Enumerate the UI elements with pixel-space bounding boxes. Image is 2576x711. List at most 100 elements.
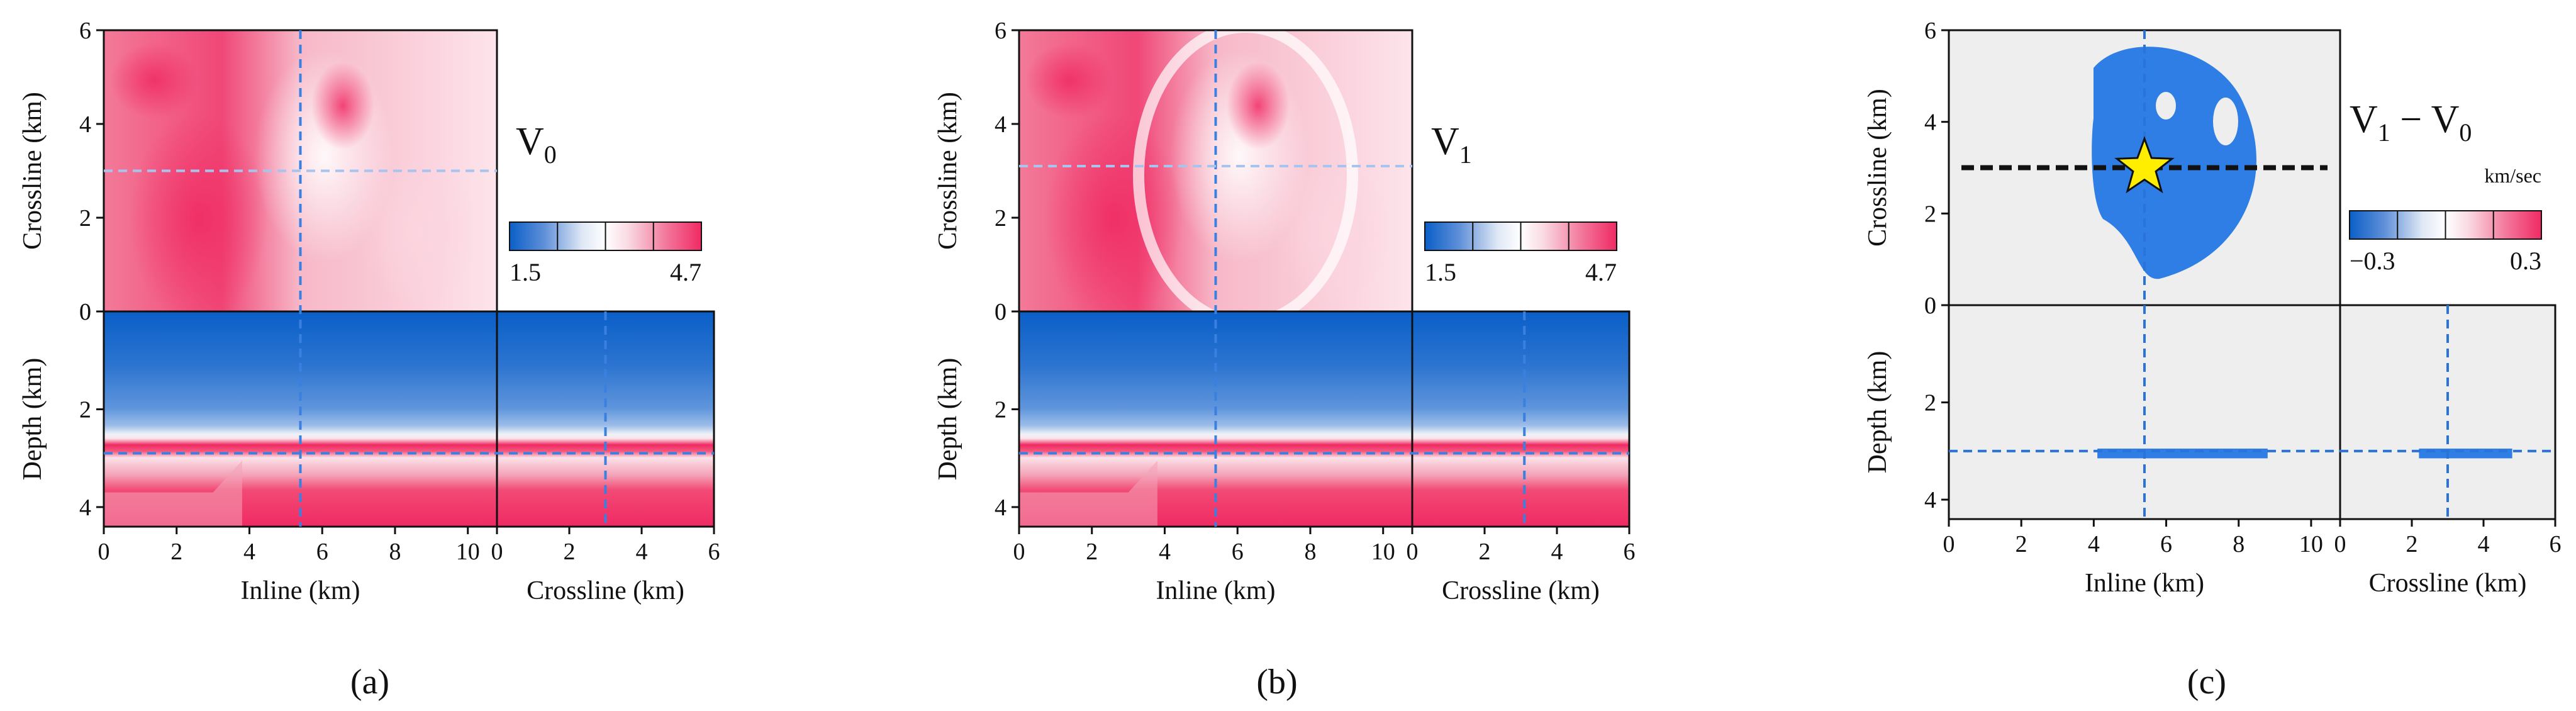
depth-tick-label: 0 bbox=[79, 299, 91, 325]
depth-tick-label: 0 bbox=[1924, 293, 1936, 319]
crossline-tick-label: 0 bbox=[1407, 539, 1419, 565]
crossline-y-axis-label: Crossline (km) bbox=[18, 92, 47, 250]
crossline-tick-label: 0 bbox=[2334, 531, 2346, 557]
colorbar-max-label: 4.7 bbox=[1585, 258, 1617, 286]
high-velocity-zone bbox=[1025, 43, 1113, 118]
depth-axis-label: Depth (km) bbox=[934, 358, 962, 481]
map-y-tick-label: 4 bbox=[995, 111, 1006, 138]
crossline-frame bbox=[1411, 310, 1631, 528]
high-velocity-zone bbox=[110, 43, 198, 118]
inline-axis-label: Inline (km) bbox=[240, 576, 360, 605]
inline-tick-label: 4 bbox=[243, 539, 255, 565]
legend: V1 1.5 4.7 bbox=[1424, 120, 1617, 286]
map-y-tick-label: 4 bbox=[1924, 109, 1936, 136]
colorbar-max-label: 0.3 bbox=[2510, 247, 2541, 275]
inline-tick-label: 2 bbox=[170, 539, 182, 565]
anomaly-hole bbox=[2213, 98, 2238, 145]
crossline-tick-label: 4 bbox=[1551, 539, 1563, 565]
colorbar-min-label: 1.5 bbox=[1425, 258, 1456, 286]
panel-label: (a) bbox=[350, 663, 389, 702]
panel-label: (c) bbox=[2187, 663, 2226, 702]
depth-tick-label: 0 bbox=[995, 299, 1006, 325]
section-views bbox=[1018, 310, 1631, 528]
high-velocity-zone bbox=[1044, 112, 1183, 326]
crossline-tick-label: 2 bbox=[2406, 531, 2418, 557]
inline-tick-label: 0 bbox=[1013, 539, 1025, 565]
inline-tick-label: 2 bbox=[1086, 539, 1098, 565]
inline-tick-label: 8 bbox=[389, 539, 401, 565]
inline-tick-label: 4 bbox=[1159, 539, 1171, 565]
inline-tick-label: 10 bbox=[1371, 539, 1395, 565]
legend-title: V0 bbox=[516, 120, 557, 169]
low-contrast-zone bbox=[362, 156, 475, 307]
inline-tick-label: 6 bbox=[316, 539, 328, 565]
legend: V1 − V0 km/sec −0.3 0.3 bbox=[2349, 98, 2542, 275]
crossline-tick-label: 4 bbox=[636, 539, 648, 565]
high-velocity-zone bbox=[129, 112, 267, 326]
high-velocity-zone bbox=[311, 62, 374, 150]
crossline-tick-label: 2 bbox=[1479, 539, 1491, 565]
inline-tick-label: 8 bbox=[2233, 531, 2244, 557]
crossline-tick-label: 6 bbox=[1624, 539, 1636, 565]
legend-title: V1 bbox=[1431, 120, 1472, 169]
legend: V0 1.5 4.7 bbox=[509, 120, 702, 286]
crossline-axis-label: Crossline (km) bbox=[527, 576, 684, 605]
inline-tick-label: 8 bbox=[1304, 539, 1316, 565]
map-y-tick-label: 6 bbox=[995, 18, 1006, 44]
map-y-tick-label: 2 bbox=[1924, 201, 1936, 227]
depth-tick-label: 4 bbox=[79, 495, 91, 521]
depth-axis-label: Depth (km) bbox=[1863, 351, 1892, 474]
crossline-y-axis-label: Crossline (km) bbox=[1863, 89, 1892, 247]
star-marker bbox=[2114, 136, 2175, 194]
high-velocity-zone bbox=[1227, 62, 1290, 150]
inline-tick-label: 4 bbox=[2088, 531, 2100, 557]
crossline-axis-label: Crossline (km) bbox=[1442, 576, 1600, 605]
depth-axis-label: Depth (km) bbox=[18, 358, 47, 481]
colorbar-min-label: −0.3 bbox=[2350, 247, 2395, 275]
anomaly-hole bbox=[2156, 92, 2176, 120]
inline-tick-label: 0 bbox=[1943, 531, 1955, 557]
panel-label: (b) bbox=[1256, 663, 1297, 702]
map-y-tick-label: 0 bbox=[995, 299, 1006, 325]
crossline-section bbox=[1412, 311, 1629, 527]
inline-section bbox=[1019, 311, 1412, 527]
inline-tick-label: 2 bbox=[2016, 531, 2027, 557]
legend-title: V1 − V0 bbox=[2350, 98, 2472, 147]
salt-flank bbox=[1019, 461, 1157, 527]
colorbar-max-label: 4.7 bbox=[670, 258, 701, 286]
crossline-tick-label: 6 bbox=[708, 539, 720, 565]
crossline-tick-label: 2 bbox=[564, 539, 576, 565]
inline-tick-label: 0 bbox=[98, 539, 110, 565]
map-y-tick-label: 6 bbox=[1924, 18, 1936, 44]
crossline-tick-label: 4 bbox=[2478, 531, 2490, 557]
inline-axis-label: Inline (km) bbox=[2085, 569, 2204, 598]
inline-tick-label: 6 bbox=[2160, 531, 2172, 557]
salt-flank bbox=[104, 461, 242, 527]
velocity-update-anomaly bbox=[2092, 47, 2256, 279]
depth-tick-label: 4 bbox=[995, 495, 1006, 521]
units-label: km/sec bbox=[2484, 164, 2541, 187]
depth-tick-label: 2 bbox=[995, 396, 1006, 423]
crossline-tick-label: 6 bbox=[2550, 531, 2562, 557]
section-views bbox=[103, 310, 715, 528]
depth-tick-label: 4 bbox=[1924, 487, 1936, 513]
depth-tick-label: 2 bbox=[1924, 390, 1936, 417]
inline-tick-label: 10 bbox=[456, 539, 480, 565]
map-y-tick-label: 2 bbox=[995, 205, 1006, 232]
section-views bbox=[1948, 304, 2556, 520]
depth-tick-label: 2 bbox=[79, 396, 91, 423]
map-y-tick-label: 0 bbox=[79, 299, 91, 325]
map-y-tick-label: 6 bbox=[79, 18, 91, 44]
low-contrast-zone bbox=[1277, 156, 1390, 307]
map-y-tick-label: 2 bbox=[79, 205, 91, 232]
inline-section bbox=[104, 311, 497, 527]
map-y-tick-label: 0 bbox=[1924, 293, 1936, 319]
colorbar-min-label: 1.5 bbox=[510, 258, 541, 286]
